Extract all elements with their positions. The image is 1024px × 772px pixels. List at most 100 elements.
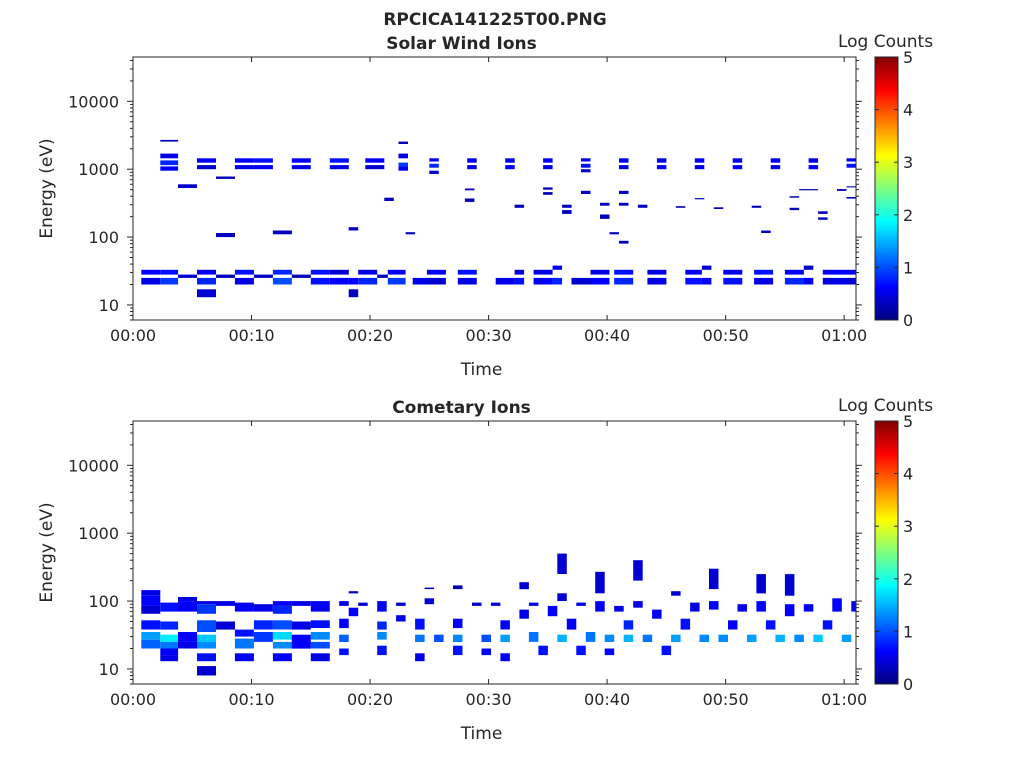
chart-title: Solar Wind Ions: [386, 34, 537, 54]
panel-solar-wind: 00:00 00:10 00:20 00:30 00:40 00:50 01:00 Time 1…: [37, 32, 933, 380]
heatmap-cell: [453, 645, 463, 656]
x-axis-label: Time: [460, 724, 503, 744]
heatmap-cell: [415, 634, 425, 642]
heatmap-cell: [160, 153, 179, 159]
heatmap-cell: [291, 621, 311, 630]
heatmap-cell: [500, 653, 510, 662]
heatmap-cell: [723, 269, 743, 275]
heatmap-cell: [272, 632, 292, 640]
heatmap-cell: [178, 274, 197, 278]
heatmap-cell: [141, 269, 161, 275]
heatmap-cell: [310, 277, 330, 285]
heatmap-cell: [514, 269, 525, 275]
heatmap-cell: [709, 601, 719, 610]
heatmap-cell: [619, 202, 629, 206]
heatmap-cell: [197, 653, 216, 662]
heatmap-cell: [562, 210, 572, 214]
heatmap-cell: [348, 289, 359, 298]
heatmap-cell: [339, 618, 349, 629]
heatmap-cell: [178, 641, 197, 649]
heatmap-cell: [348, 607, 359, 617]
heatmap-cell: [197, 277, 216, 285]
heatmap-cell: [160, 166, 179, 171]
heatmap-cell: [216, 233, 235, 238]
heatmap-cell: [505, 165, 515, 170]
heatmap-cell: [794, 634, 804, 642]
heatmap-cell: [851, 601, 856, 612]
heatmap-cell: [216, 621, 235, 630]
heatmap-cell: [557, 634, 567, 642]
heatmap-cell: [495, 277, 515, 285]
colorbar-tick-label: 2: [903, 206, 913, 225]
heatmap-cell: [723, 277, 743, 285]
heatmap-cell: [141, 639, 161, 649]
heatmap-cell: [571, 277, 591, 285]
heatmap-cell: [396, 615, 406, 622]
heatmap-cell: [310, 641, 330, 649]
x-tick-label: 00:40: [584, 326, 630, 345]
heatmap-cell: [732, 165, 743, 170]
colorbar-tick-label: 3: [903, 153, 913, 172]
heatmap-cell: [424, 598, 435, 605]
heatmap-cell: [160, 602, 179, 612]
heatmap-cell: [377, 601, 387, 612]
heatmap-cell: [841, 634, 852, 642]
heatmap-cell: [656, 158, 667, 163]
heatmap-cell: [514, 277, 525, 285]
heatmap-cell: [178, 597, 197, 602]
heatmap-cell: [197, 269, 216, 275]
heatmap-cell: [595, 601, 605, 612]
heatmap-cell: [837, 189, 847, 191]
heatmap-cell: [784, 277, 804, 285]
heatmap-cell: [543, 192, 553, 195]
heatmap-cell: [685, 269, 702, 275]
colorbar-tick-label: 4: [903, 101, 913, 120]
heatmap-cell: [365, 165, 385, 170]
heatmap-cell: [747, 634, 757, 642]
heatmap-cell: [770, 158, 781, 163]
heatmap-cell: [339, 634, 349, 642]
heatmap-cell: [846, 197, 856, 199]
y-tick-label: 10: [99, 660, 119, 679]
heatmap-cell: [656, 165, 667, 170]
heatmap-cell: [756, 601, 766, 612]
heatmap-cell: [761, 230, 771, 233]
heatmap-cell: [737, 604, 747, 612]
heatmap-cell: [500, 620, 510, 630]
heatmap-cell: [619, 165, 629, 170]
heatmap-cell: [754, 277, 774, 285]
heatmap-cell: [822, 269, 847, 275]
heatmap-cell: [604, 648, 615, 656]
heatmap-cell: [728, 620, 738, 630]
heatmap-cell: [160, 655, 179, 662]
heatmap-cell: [197, 634, 216, 642]
heatmap-cell: [754, 269, 774, 275]
colorbar-tick-label: 1: [903, 622, 913, 641]
heatmap-cell: [808, 165, 819, 170]
heatmap-cell: [581, 169, 591, 173]
heatmap-cell: [822, 620, 833, 630]
heatmap-cell: [234, 629, 254, 637]
colorbar-tick-label: 0: [903, 675, 913, 694]
heatmap-cell: [765, 620, 776, 630]
heatmap-cell: [141, 595, 161, 606]
heatmap-cell: [424, 587, 435, 590]
heatmap-cell: [197, 158, 216, 163]
x-axis-label: Time: [460, 360, 503, 380]
heatmap-cell: [272, 269, 292, 275]
heatmap-cell: [600, 214, 610, 219]
heatmap-cell: [581, 190, 591, 194]
heatmap-cell: [699, 634, 709, 642]
heatmap-cell: [329, 158, 349, 163]
colorbar: [874, 420, 899, 685]
heatmap-cell: [234, 602, 254, 612]
heatmap-cell: [160, 139, 179, 142]
heatmap-cell: [467, 158, 477, 163]
heatmap-cell: [415, 653, 425, 662]
heatmap-cell: [197, 165, 216, 170]
heatmap-cell: [846, 269, 856, 275]
heatmap-cell: [398, 166, 408, 171]
heatmap-cell: [253, 632, 273, 642]
heatmap-cell: [799, 189, 819, 191]
